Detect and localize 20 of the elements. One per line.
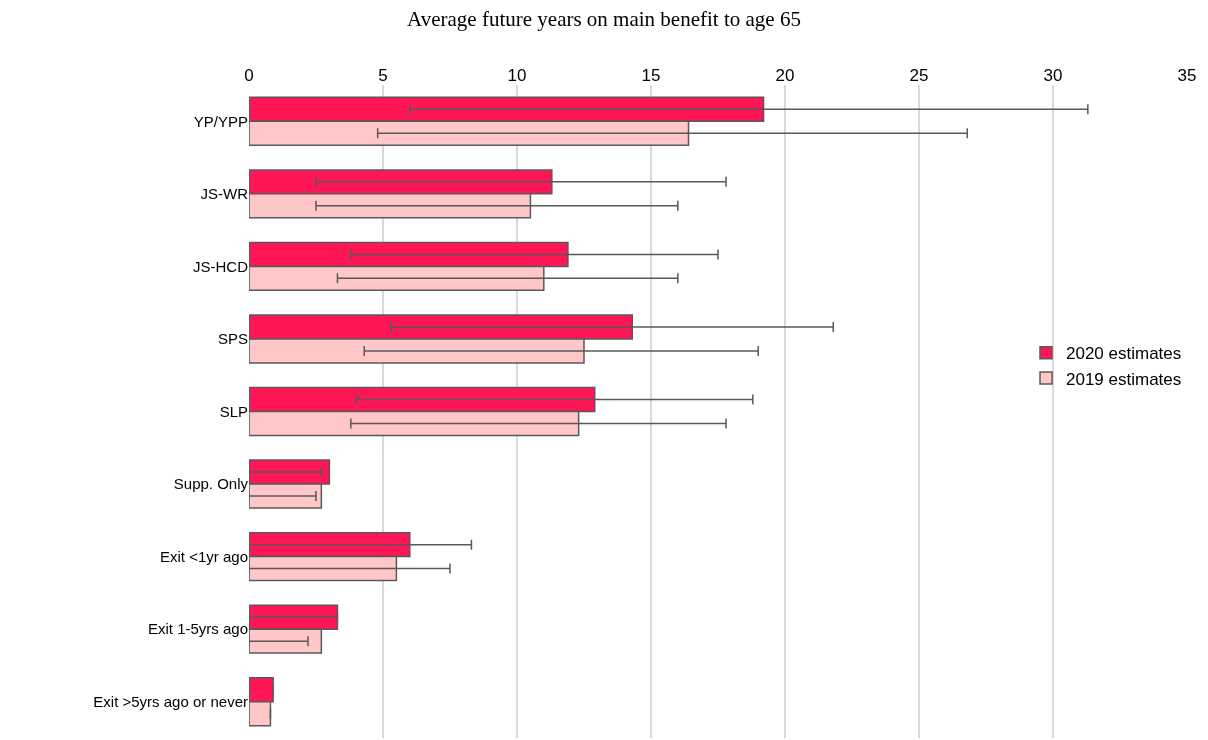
y-tick-label: SLP <box>219 402 248 420</box>
legend-label: 2020 estimates <box>1066 344 1182 364</box>
x-tick-label: 10 <box>507 65 527 85</box>
y-tick-label: JS-HCD <box>193 257 249 275</box>
legend-label: 2019 estimates <box>1066 369 1182 389</box>
y-tick-label: JS-WR <box>200 185 249 203</box>
y-tick-label: YP/YPP <box>193 112 248 130</box>
y-tick-label: Exit <1yr ago <box>160 547 248 565</box>
chart-title: Average future years on main benefit to age 65 <box>407 6 801 31</box>
x-tick-label: 20 <box>775 65 795 85</box>
x-tick-label: 0 <box>244 65 254 85</box>
x-tick-label: 25 <box>909 65 929 85</box>
x-tick-label: 5 <box>378 65 388 85</box>
y-tick-label: SPS <box>217 330 248 348</box>
x-tick-label: 35 <box>1177 65 1197 85</box>
x-tick-label: 15 <box>641 65 661 85</box>
y-tick-label: Exit 1-5yrs ago <box>147 620 248 638</box>
y-tick-label: Supp. Only <box>173 475 249 493</box>
x-tick-label: 30 <box>1043 65 1063 85</box>
y-tick-label: Exit >5yrs ago or never <box>93 692 248 710</box>
